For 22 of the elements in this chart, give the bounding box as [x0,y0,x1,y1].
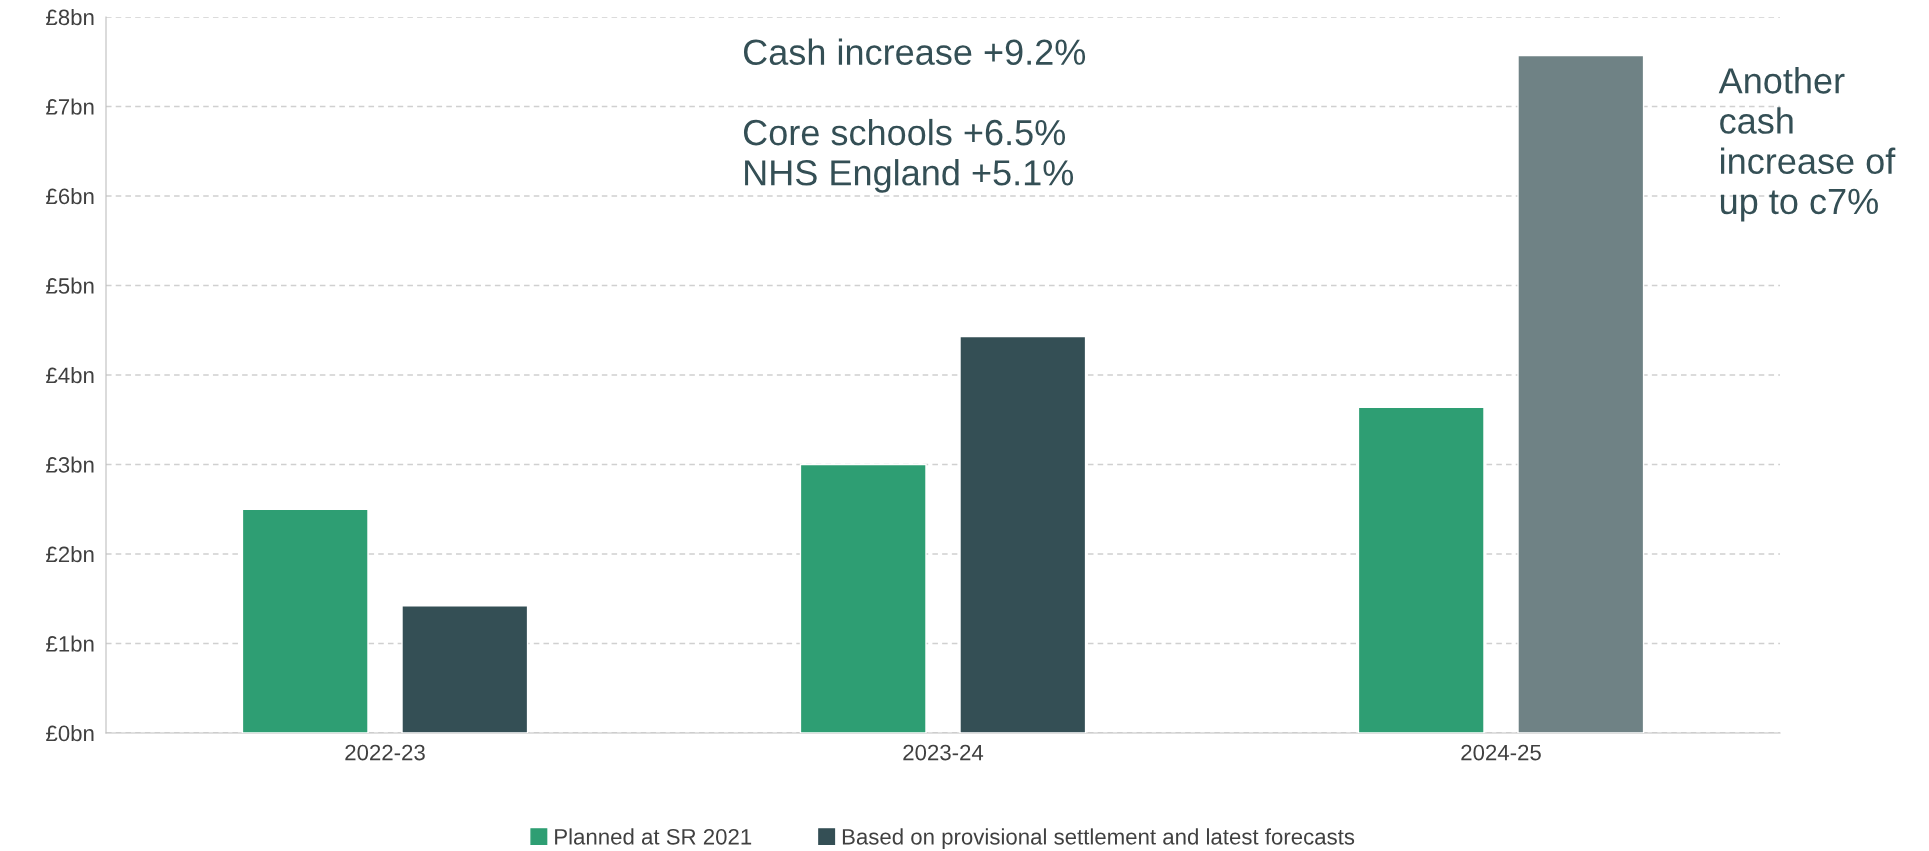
legend-label: Planned at SR 2021 [555,828,752,845]
bar [401,605,529,733]
x-tick-label: 2024-25 [1461,744,1541,761]
bar [1357,406,1485,733]
y-tick-label: £6bn [46,187,94,205]
y-tick-label: £1bn [46,635,94,652]
bar [1517,54,1645,733]
bar [799,463,927,733]
y-tick-label: £2bn [46,545,94,563]
bar [959,335,1087,733]
text: Cash increase +9.2% Core schools +6.5% NHS England +5.1% [743,38,1086,193]
y-tick-label: £8bn [46,8,94,26]
legend-label: Based on provisional settlement and latest forecasts [842,828,1355,850]
y-tick-label: £0bn [46,724,94,742]
y-tick-label: £4bn [46,366,94,384]
x-tick-label: 2022-23 [345,744,425,761]
x-tick-label: 2023-24 [903,744,984,761]
y-tick-label: £7bn [46,98,94,115]
bar [241,508,369,733]
y-tick-label: £3bn [46,456,94,473]
y-tick-label: £5bn [46,277,94,294]
annotation: Another cash increase of up to c7% [1718,67,1896,222]
